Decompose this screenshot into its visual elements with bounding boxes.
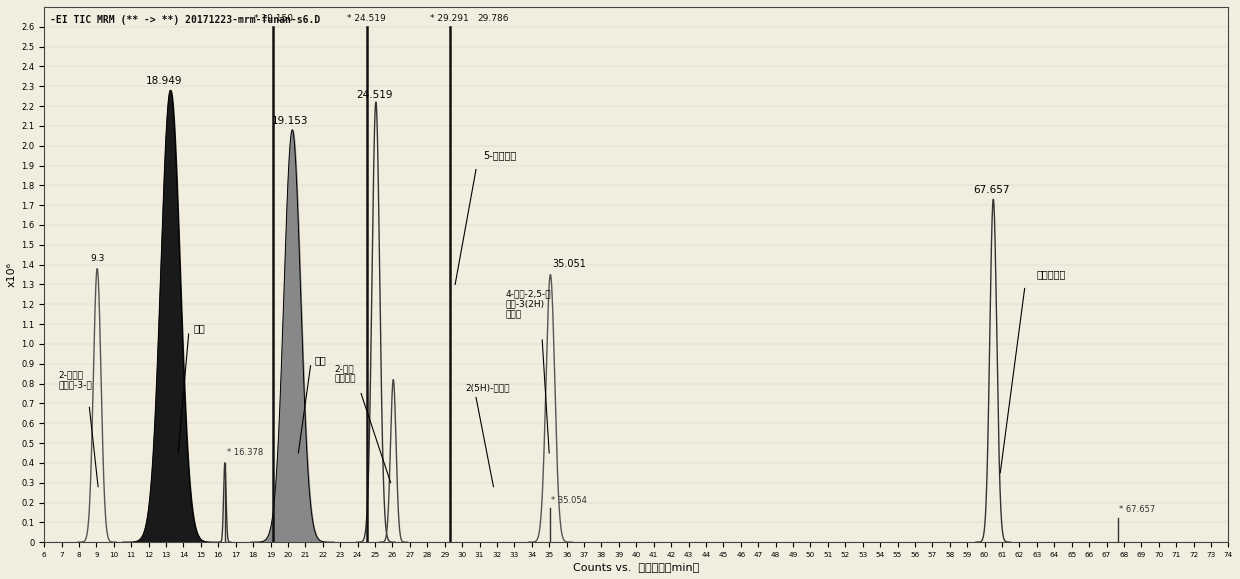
Text: 2(5H)-咀喉锐: 2(5H)-咀喉锐 (465, 383, 510, 392)
Text: * 67.657: * 67.657 (1118, 505, 1154, 514)
Text: 2-咀喉
基甲基锐: 2-咀喉 基甲基锐 (335, 364, 356, 383)
Text: * 16.378: * 16.378 (227, 448, 263, 457)
Text: 正十七碳烷: 正十七碳烷 (1037, 270, 1066, 280)
Text: * 19.150: * 19.150 (254, 14, 293, 23)
Text: 2-甲基四
氯咀喉-3-锐: 2-甲基四 氯咀喉-3-锐 (58, 370, 92, 389)
Text: 35.051: 35.051 (553, 259, 587, 269)
Text: 糠醉: 糠醉 (314, 355, 326, 365)
Text: 24.519: 24.519 (356, 90, 392, 100)
Text: * 24.519: * 24.519 (347, 14, 386, 23)
X-axis label: Counts vs.  采集时间（min）: Counts vs. 采集时间（min） (573, 562, 699, 572)
Y-axis label: x10⁶: x10⁶ (7, 262, 17, 287)
Text: -EI TIC MRM (** -> **) 20171223-mrm-funan-s6.D: -EI TIC MRM (** -> **) 20171223-mrm-funa… (50, 15, 320, 25)
Text: 67.657: 67.657 (973, 185, 1009, 195)
Text: 5-甲基糠醉: 5-甲基糠醉 (484, 151, 516, 160)
Text: 29.786: 29.786 (477, 14, 510, 23)
Text: * 29.291: * 29.291 (430, 14, 469, 23)
Text: * 35.054: * 35.054 (551, 496, 587, 504)
Text: 19.153: 19.153 (272, 116, 308, 126)
Text: 18.949: 18.949 (146, 76, 182, 86)
Text: 糠醇: 糠醇 (193, 323, 206, 333)
Text: 4-羟基-2,5-二
甲基-3(2H)
咀喉锐: 4-羟基-2,5-二 甲基-3(2H) 咀喉锐 (506, 290, 551, 319)
Text: 9.3: 9.3 (91, 254, 104, 263)
